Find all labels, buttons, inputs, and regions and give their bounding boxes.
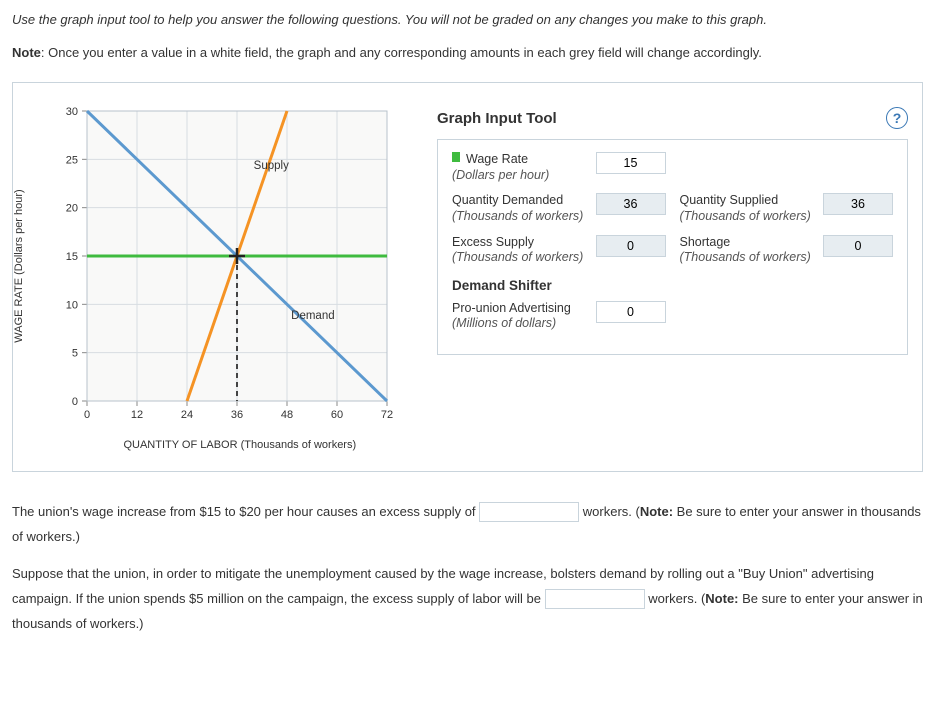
- svg-text:0: 0: [72, 396, 78, 408]
- svg-text:60: 60: [331, 409, 343, 421]
- svg-text:36: 36: [231, 409, 243, 421]
- qty-demanded-value: [596, 193, 666, 215]
- qty-demanded-label: Quantity Demanded: [452, 193, 563, 207]
- x-axis-label: QUANTITY OF LABOR (Thousands of workers): [123, 439, 356, 451]
- tool-box: Wage Rate (Dollars per hour) Quantity De…: [437, 139, 908, 355]
- demand-shifter-title: Demand Shifter: [452, 278, 893, 293]
- instruction-text: Use the graph input tool to help you ans…: [12, 12, 923, 27]
- wage-marker-icon: [452, 152, 460, 162]
- wage-rate-row: Wage Rate (Dollars per hour): [452, 152, 893, 183]
- svg-text:30: 30: [66, 106, 78, 118]
- shortage-sub: (Thousands of workers): [680, 250, 814, 266]
- qty-demanded-sub: (Thousands of workers): [452, 209, 586, 225]
- help-icon[interactable]: ?: [886, 107, 908, 129]
- note-line: Note: Once you enter a value in a white …: [12, 45, 923, 60]
- q2-note-label: Note:: [705, 591, 738, 606]
- svg-text:72: 72: [381, 409, 393, 421]
- y-axis-label: WAGE RATE (Dollars per hour): [13, 189, 25, 342]
- q1-note-label: Note:: [640, 504, 673, 519]
- advertising-sub: (Millions of dollars): [452, 316, 586, 332]
- svg-text:0: 0: [84, 409, 90, 421]
- excess-row: Excess Supply (Thousands of workers) Sho…: [452, 235, 893, 266]
- qty-supplied-value: [823, 193, 893, 215]
- q2-answer-input[interactable]: [545, 589, 645, 609]
- q1-text-a: The union's wage increase from $15 to $2…: [12, 504, 479, 519]
- svg-text:5: 5: [72, 348, 78, 360]
- svg-text:15: 15: [66, 251, 78, 263]
- note-label: Note: [12, 45, 41, 60]
- tool-column: Graph Input Tool ? Wage Rate (Dollars pe…: [437, 101, 908, 431]
- svg-text:48: 48: [281, 409, 293, 421]
- questions-block: The union's wage increase from $15 to $2…: [12, 500, 923, 636]
- svg-text:Demand: Demand: [291, 310, 334, 322]
- supply-demand-chart[interactable]: 0 12 24 36 48 60 72 0 5 10 15 20 25 30 Supply Demand: [27, 101, 407, 431]
- wage-rate-sub: (Dollars per hour): [452, 168, 586, 184]
- excess-supply-label: Excess Supply: [452, 235, 534, 249]
- wage-rate-input[interactable]: [596, 152, 666, 174]
- question-2: Suppose that the union, in order to miti…: [12, 562, 923, 636]
- advertising-label: Pro-union Advertising: [452, 301, 571, 315]
- question-1: The union's wage increase from $15 to $2…: [12, 500, 923, 549]
- q2-text-b: workers. (: [648, 591, 705, 606]
- tool-header: Graph Input Tool ?: [437, 107, 908, 129]
- chart-container: 0122436486072051015202530SupplyDemand WA…: [27, 101, 407, 431]
- graph-panel: 0 12 24 36 48 60 72 0 5 10 15 20 25 30 Supply Demand WA…: [12, 82, 923, 472]
- shortage-value: [823, 235, 893, 257]
- svg-text:10: 10: [66, 299, 78, 311]
- svg-text:20: 20: [66, 203, 78, 215]
- quantity-row: Quantity Demanded (Thousands of workers)…: [452, 193, 893, 224]
- advertising-input[interactable]: [596, 301, 666, 323]
- excess-supply-value: [596, 235, 666, 257]
- svg-text:25: 25: [66, 154, 78, 166]
- svg-text:12: 12: [131, 409, 143, 421]
- svg-text:Supply: Supply: [254, 160, 289, 172]
- advertising-row: Pro-union Advertising (Millions of dolla…: [452, 301, 893, 332]
- q1-text-b: workers. (: [583, 504, 640, 519]
- wage-rate-label: Wage Rate: [466, 152, 528, 166]
- excess-supply-sub: (Thousands of workers): [452, 250, 586, 266]
- tool-title: Graph Input Tool: [437, 110, 886, 127]
- q1-answer-input[interactable]: [479, 502, 579, 522]
- qty-supplied-label: Quantity Supplied: [680, 193, 779, 207]
- svg-text:24: 24: [181, 409, 193, 421]
- qty-supplied-sub: (Thousands of workers): [680, 209, 814, 225]
- note-text: : Once you enter a value in a white fiel…: [41, 45, 762, 60]
- shortage-label: Shortage: [680, 235, 731, 249]
